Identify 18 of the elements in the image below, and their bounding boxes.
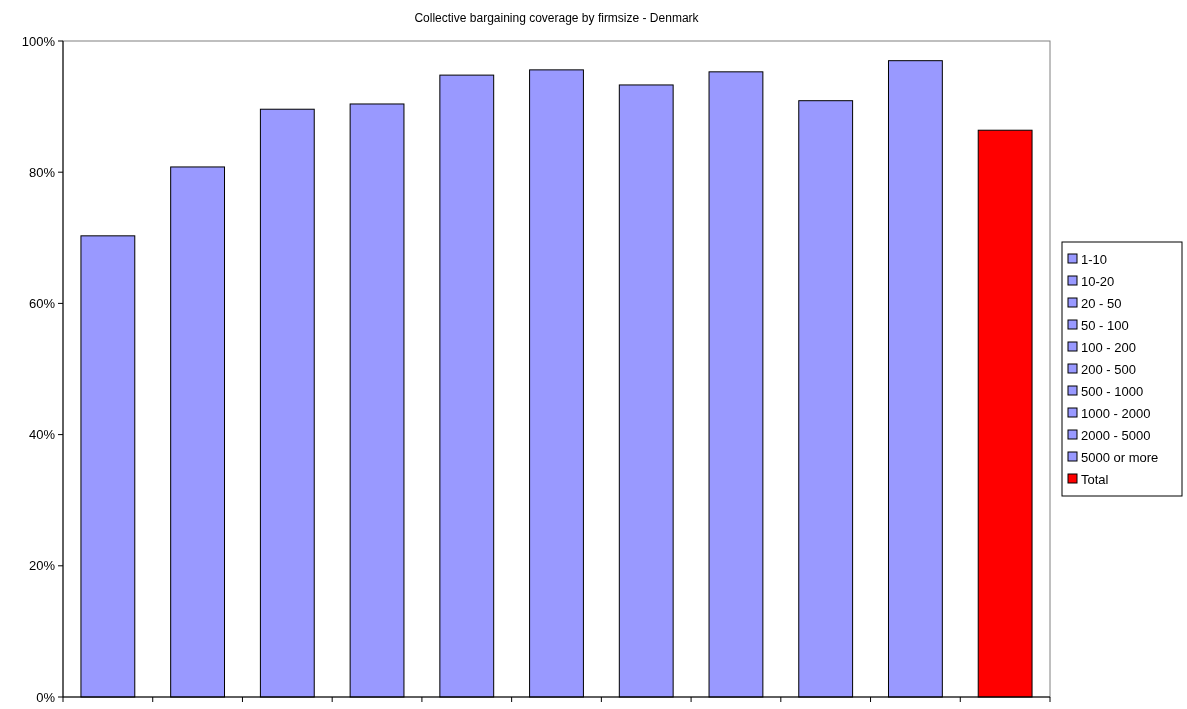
legend-label: Total [1081,471,1109,487]
legend-label: 1-10 [1081,251,1108,267]
y-tick-label: 60% [28,295,56,311]
legend-label: 100 - 200 [1081,339,1136,355]
legend-label: 5000 or more [1081,449,1159,465]
y-tick-label: 40% [28,427,56,443]
legend-label: 1000 - 2000 [1081,405,1151,421]
legend-label: 50 - 100 [1081,317,1129,333]
y-tick-label: 0% [36,689,56,705]
legend-label: 200 - 500 [1081,361,1136,377]
y-tick-label: 100% [21,33,56,49]
y-tick-label: 20% [28,558,56,574]
legend-label: 20 - 50 [1081,295,1122,311]
chart-title: Collective bargaining coverage by firmsize - Denmark [414,11,700,25]
legend-label: 10-20 [1081,273,1115,289]
legend-label: 500 - 1000 [1081,383,1144,399]
y-tick-label: 80% [28,164,56,180]
legend-label: 2000 - 5000 [1081,427,1151,443]
